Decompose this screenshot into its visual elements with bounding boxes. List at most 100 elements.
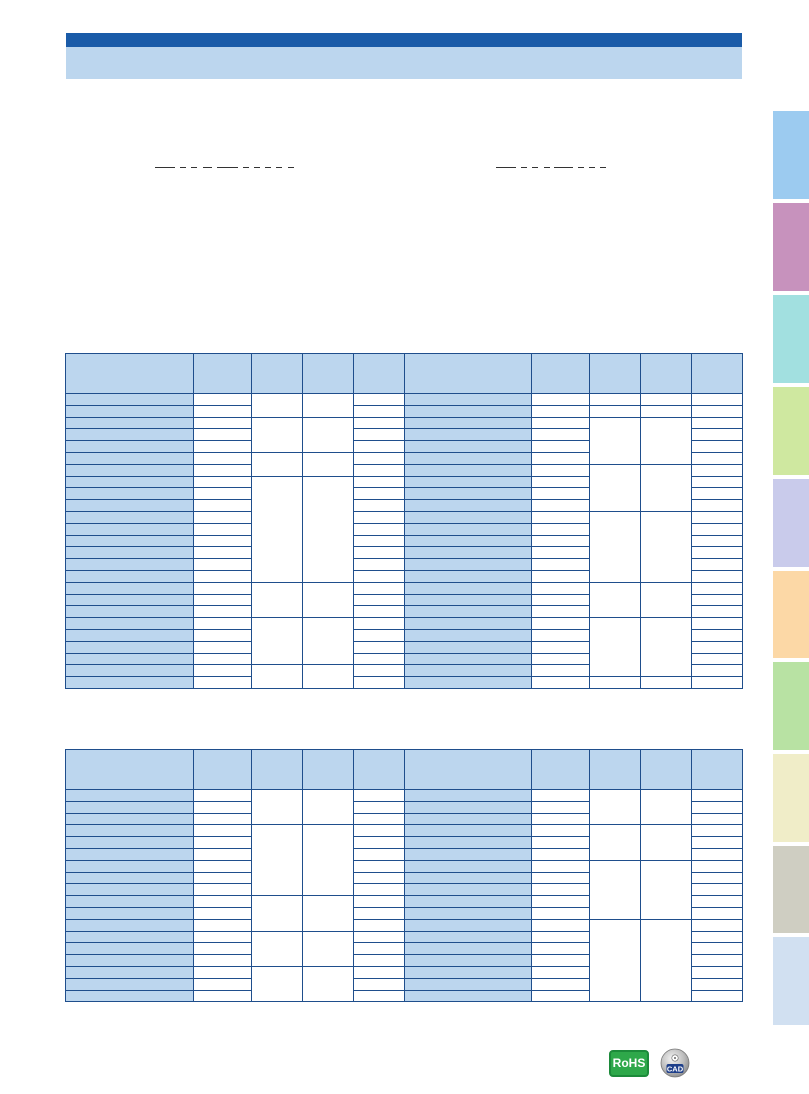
- cad-disc-icon[interactable]: CAD: [660, 1048, 690, 1078]
- part-number-cell: [65, 522, 194, 536]
- part-number-cell: [65, 930, 194, 944]
- header-cell: [640, 749, 692, 790]
- part-number-cell: [404, 883, 532, 897]
- table-row: [65, 640, 743, 654]
- header-cell: [404, 749, 532, 790]
- part-number-cell: [65, 847, 194, 861]
- table-row: [65, 965, 743, 1003]
- part-number-cell: [404, 664, 532, 678]
- value-cell: [353, 812, 405, 826]
- value-cell: [353, 664, 405, 678]
- value-cell: [691, 895, 743, 908]
- value-cell: [193, 463, 252, 477]
- part-number-cell: [404, 918, 532, 932]
- value-cell: [193, 628, 252, 642]
- value-cell: [691, 522, 743, 536]
- part-number-cell: [65, 942, 194, 956]
- section-tab[interactable]: [773, 479, 809, 567]
- part-number-cell: [404, 812, 532, 826]
- value-cell: [691, 558, 743, 571]
- value-cell: [353, 605, 405, 619]
- part-number-cell: [404, 451, 532, 465]
- table-header-row: [65, 749, 743, 790]
- part-number-cell: [65, 906, 194, 920]
- part-number-cell: [404, 617, 532, 630]
- part-number-cell: [404, 558, 532, 571]
- value-cell: [691, 883, 743, 897]
- part-number-cell: [65, 640, 194, 654]
- value-cell: [302, 895, 354, 932]
- value-cell: [531, 428, 590, 442]
- part-number-cell: [404, 977, 532, 991]
- value-cell: [691, 836, 743, 849]
- part-number-cell: [404, 930, 532, 944]
- section-tab[interactable]: [773, 571, 809, 658]
- part-number-cell: [65, 499, 194, 512]
- value-cell: [353, 676, 405, 689]
- section-tab[interactable]: [773, 662, 809, 750]
- value-cell: [531, 652, 590, 666]
- value-cell: [531, 895, 590, 908]
- section-tab[interactable]: [773, 937, 809, 1025]
- header-cell: [353, 353, 405, 394]
- value-cell: [531, 977, 590, 991]
- header-cell: [302, 749, 354, 790]
- header-cell: [531, 749, 590, 790]
- part-number-cell: [65, 977, 194, 991]
- section-tab[interactable]: [773, 111, 809, 199]
- value-cell: [193, 652, 252, 666]
- value-cell: [193, 676, 252, 689]
- part-number-cell: [404, 605, 532, 619]
- spec-table-2: [65, 749, 743, 1003]
- value-cell: [531, 534, 590, 548]
- table-row: [65, 676, 743, 689]
- value-cell: [691, 800, 743, 814]
- value-cell: [353, 499, 405, 512]
- section-tab[interactable]: [773, 203, 809, 291]
- value-cell: [531, 942, 590, 956]
- part-number-cell: [65, 487, 194, 501]
- value-cell: [691, 812, 743, 826]
- part-number-cell: [404, 499, 532, 512]
- value-cell: [531, 440, 590, 453]
- table-header-row: [65, 353, 743, 394]
- value-cell: [691, 510, 743, 524]
- value-cell: [589, 510, 641, 583]
- value-cell: [640, 918, 692, 1003]
- value-cell: [531, 954, 590, 967]
- value-cell: [193, 546, 252, 560]
- value-cell: [589, 393, 641, 406]
- value-cell: [302, 416, 354, 453]
- value-cell: [691, 918, 743, 932]
- section-tab[interactable]: [773, 295, 809, 383]
- header-band: [66, 47, 742, 79]
- value-cell: [353, 393, 405, 406]
- part-number-cell: [65, 617, 194, 630]
- section-tab[interactable]: [773, 387, 809, 475]
- part-number-cell: [65, 954, 194, 967]
- value-cell: [251, 664, 303, 689]
- header-cell: [251, 353, 303, 394]
- table-row: [65, 800, 743, 814]
- part-number-cell: [404, 440, 532, 453]
- value-cell: [353, 989, 405, 1003]
- header-cell: [531, 353, 590, 394]
- section-tab[interactable]: [773, 754, 809, 842]
- section-tab[interactable]: [773, 846, 809, 933]
- value-cell: [353, 558, 405, 571]
- header-cell: [589, 749, 641, 790]
- part-number-cell: [404, 965, 532, 979]
- table-row: [65, 664, 743, 689]
- value-cell: [589, 581, 641, 619]
- header-cell: [691, 353, 743, 394]
- part-number-cell: [404, 800, 532, 814]
- value-cell: [589, 416, 641, 465]
- value-cell: [589, 463, 641, 512]
- value-cell: [531, 930, 590, 944]
- value-cell: [193, 605, 252, 619]
- value-cell: [251, 393, 303, 418]
- part-number-cell: [404, 593, 532, 607]
- value-cell: [691, 416, 743, 430]
- table-row: [65, 883, 743, 897]
- value-cell: [691, 475, 743, 489]
